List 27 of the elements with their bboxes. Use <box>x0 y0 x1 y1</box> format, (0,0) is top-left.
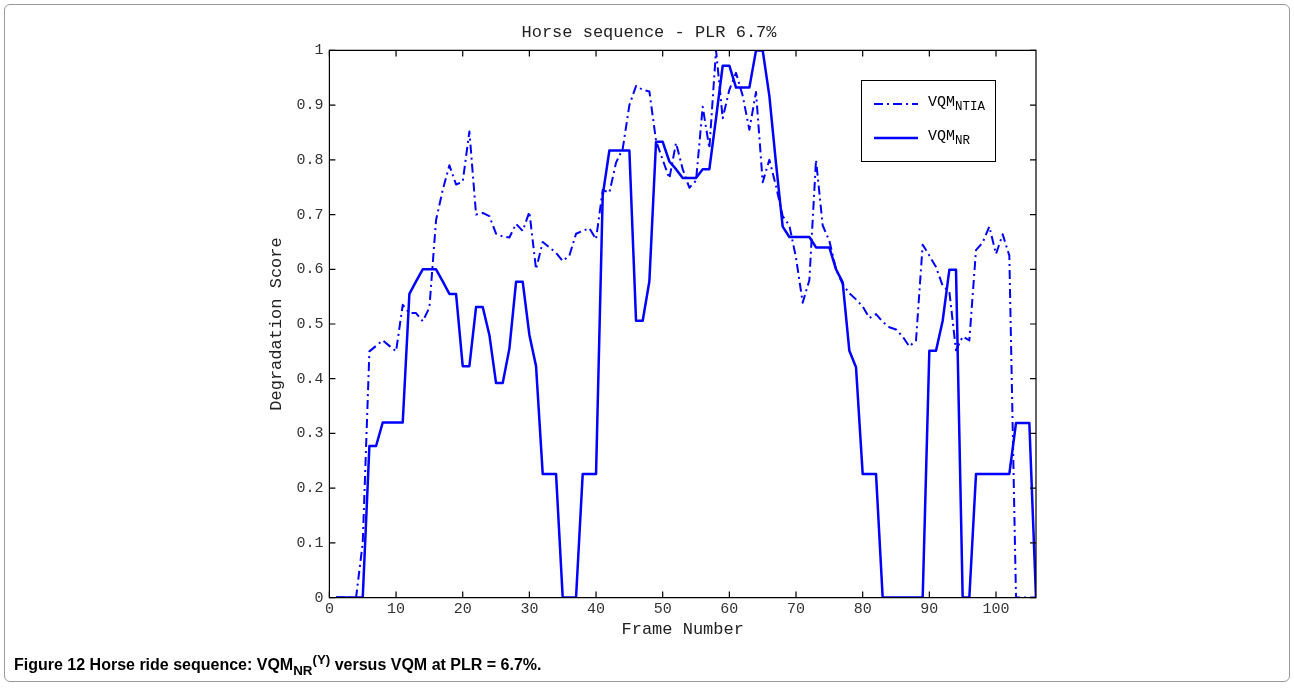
y-tick-label: 0.4 <box>296 370 324 388</box>
x-tick-label: 60 <box>720 600 739 618</box>
x-tick-label: 20 <box>453 600 472 618</box>
x-tick-label: 50 <box>653 600 672 618</box>
x-tick-label: 10 <box>387 600 406 618</box>
x-tick-label: 40 <box>587 600 606 618</box>
y-tick-label: 0.1 <box>296 534 324 552</box>
y-axis-title: Degradation Score <box>266 237 286 411</box>
x-tick-label: 80 <box>853 600 872 618</box>
caption: Figure 12 Horse ride sequence: VQM$_{NR}$$^{(Y)}$ versus VQM at PLR = 6.7%. <box>14 652 542 678</box>
x-axis-title: Frame Number <box>621 620 744 640</box>
y-tick-label: 0.8 <box>296 151 324 169</box>
legend-label: VQM$_{NTIA}$ <box>928 94 986 115</box>
y-tick-label: 0.9 <box>296 97 324 115</box>
legend-label: VQM$_{NR}$ <box>928 128 971 149</box>
y-tick-label: 0 <box>314 589 324 607</box>
y-tick-label: 1 <box>314 42 324 60</box>
x-tick-label: 100 <box>982 600 1010 618</box>
y-tick-label: 0.2 <box>296 480 324 498</box>
x-tick-label: 90 <box>920 600 939 618</box>
y-tick-label: 0.6 <box>296 261 324 279</box>
x-tick-label: 70 <box>787 600 806 618</box>
y-tick-label: 0.5 <box>296 315 324 333</box>
chart-title: Horse sequence - PLR 6.7% <box>521 22 778 42</box>
x-tick-label: 30 <box>520 600 539 618</box>
y-tick-label: 0.3 <box>296 425 324 443</box>
y-tick-label: 0.7 <box>296 206 324 224</box>
